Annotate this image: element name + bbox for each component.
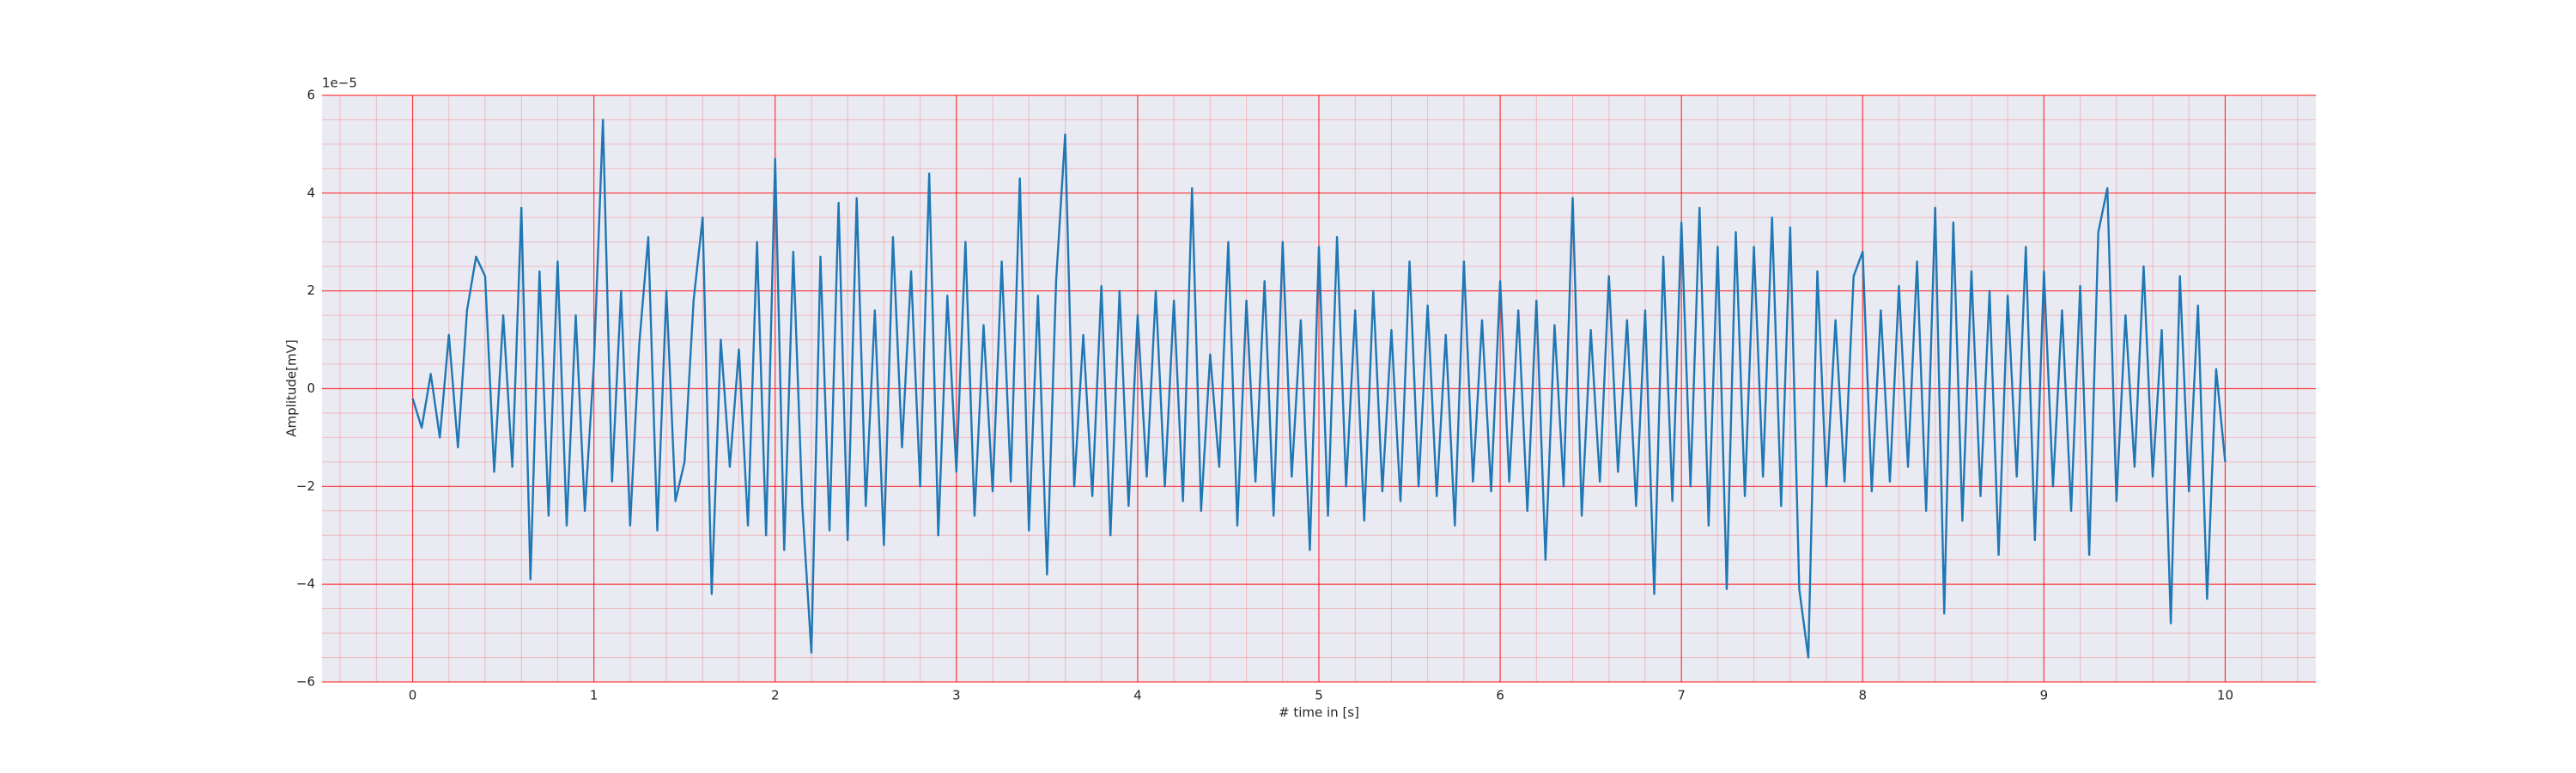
y-tick-label: 2 bbox=[307, 283, 315, 298]
x-tick-label: 4 bbox=[1133, 688, 1142, 703]
x-tick-label: 6 bbox=[1496, 688, 1504, 703]
x-tick-label: 7 bbox=[1677, 688, 1686, 703]
x-tick-label: 2 bbox=[771, 688, 780, 703]
y-tick-label: 4 bbox=[307, 185, 315, 200]
x-tick-label: 8 bbox=[1858, 688, 1867, 703]
x-tick-label: 10 bbox=[2217, 688, 2233, 703]
y-tick-label: 0 bbox=[307, 380, 315, 396]
x-tick-label: 5 bbox=[1315, 688, 1323, 703]
signal-line bbox=[411, 119, 2227, 659]
y-offset-label: 1e−5 bbox=[322, 76, 357, 91]
x-tick-label: 9 bbox=[2040, 688, 2049, 703]
y-tick-label: −2 bbox=[296, 478, 315, 494]
y-axis-label: Amplitude[mV] bbox=[284, 339, 300, 436]
x-axis-label: # time in [s] bbox=[1279, 705, 1359, 721]
y-tick-label: −6 bbox=[296, 674, 315, 690]
x-tick-label: 3 bbox=[952, 688, 961, 703]
y-tick-label: −4 bbox=[296, 576, 315, 592]
x-tick-label: 0 bbox=[409, 688, 417, 703]
x-tick-label: 1 bbox=[590, 688, 598, 703]
y-tick-label: 6 bbox=[307, 88, 315, 103]
